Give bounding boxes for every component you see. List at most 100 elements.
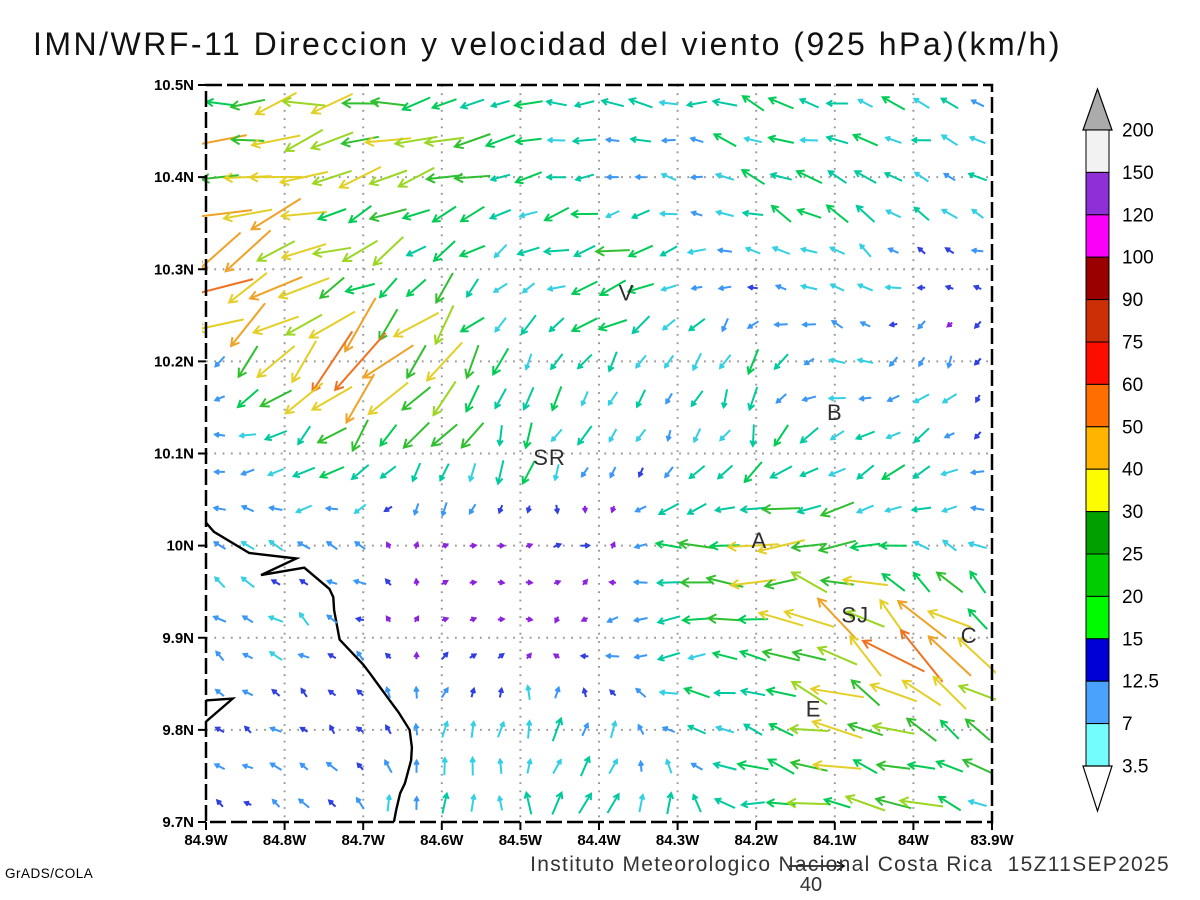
wind-arrow [525,579,534,586]
wind-arrow [202,318,245,334]
wind-arrow [384,759,393,774]
wind-arrow [241,652,254,660]
wind-arrow [344,297,377,353]
x-tick-label: 84.7W [342,832,386,849]
wind-arrow [525,616,534,623]
wind-arrow [874,795,912,810]
wind-arrow [740,800,765,809]
wind-arrow [497,686,505,698]
wind-arrow [311,169,352,187]
wind-arrow [224,229,272,273]
wind-arrow [715,209,734,218]
wind-arrow [660,137,676,144]
wind-arrow [659,245,678,257]
wind-arrow [941,505,958,513]
wind-arrow [432,240,456,263]
wind-arrow [871,722,915,735]
wind-arrow [459,98,485,110]
wind-arrow [661,726,676,733]
reference-arrow: 40 [789,860,846,896]
wind-arrow [379,465,397,479]
wind-arrow [240,576,255,589]
lat-lon-grid [206,85,992,822]
wind-arrow [492,347,510,377]
x-tick-label: 84.6W [420,832,464,849]
wind-arrow [749,424,757,448]
wind-arrow [542,247,570,256]
wind-arrow [279,210,327,221]
wind-arrow [570,317,598,333]
wind-arrow [718,354,732,370]
wind-arrow [384,578,392,586]
wind-arrow [690,762,704,771]
wind-arrow [580,616,589,622]
wind-arrow [634,687,647,698]
wind-arrow [521,460,536,485]
wind-arrow [770,204,792,223]
y-tick-label: 10.2N [154,353,194,370]
wind-arrow [635,389,647,409]
wind-arrow [316,208,347,222]
wind-arrow [631,315,651,335]
wind-arrow [690,210,703,217]
wind-arrow [608,428,618,443]
wind-arrow [526,757,533,774]
wind-arrow [825,134,849,145]
wind-arrow [841,575,888,587]
wind-arrow [689,136,704,144]
wind-arrow [300,687,308,698]
wind-arrow [525,542,534,549]
colorbar-segment [1085,426,1110,470]
wind-arrow [683,686,710,699]
wind-arrow [660,172,677,182]
wind-arrow [967,798,987,807]
wind-arrow [606,616,619,623]
wind-arrow [852,759,878,775]
colorbar-label: 200 [1122,121,1154,142]
wind-arrow [311,330,354,394]
wind-arrow [746,348,760,376]
wind-arrow [266,468,284,477]
wind-arrow [439,463,450,483]
wind-arrow [916,284,926,291]
wind-arrow [688,465,706,480]
wind-arrow [249,197,302,231]
wind-arrow [413,758,420,773]
station-label: B [827,400,843,425]
wind-arrow [713,689,736,697]
wind-arrow [856,283,874,292]
wind-arrow [470,793,477,812]
wind-arrow [441,543,450,549]
colorbar-label: 15 [1122,629,1143,650]
wind-arrow [347,204,372,224]
wind-arrow [765,686,797,698]
wind-arrow [392,311,440,338]
wind-arrow [469,755,476,776]
wind-arrow [469,616,478,623]
wind-arrow [767,722,794,737]
wind-arrow [940,208,958,220]
wind-arrow [660,284,677,292]
wind-arrow [369,96,406,108]
wind-arrow [791,648,827,661]
wind-arrow [711,98,738,107]
wind-arrow [718,429,731,442]
wind-arrow [459,205,485,223]
wind-arrow [884,135,902,144]
wind-arrow [280,243,327,261]
wind-arrow [215,798,224,808]
wind-arrow [269,762,283,771]
wind-arrow [271,688,281,697]
wind-arrow [798,97,820,109]
wind-arrow [296,541,311,550]
colorbar-label: 150 [1122,163,1154,184]
wind-arrow [881,464,906,480]
wind-arrow [548,317,565,333]
wind-arrow [913,171,929,183]
wind-arrow [881,572,906,592]
wind-arrow [550,386,563,412]
wind-arrow [514,136,542,146]
y-tick-label: 10.3N [154,261,194,278]
wind-arrow [692,352,703,372]
wind-arrow [884,284,902,291]
